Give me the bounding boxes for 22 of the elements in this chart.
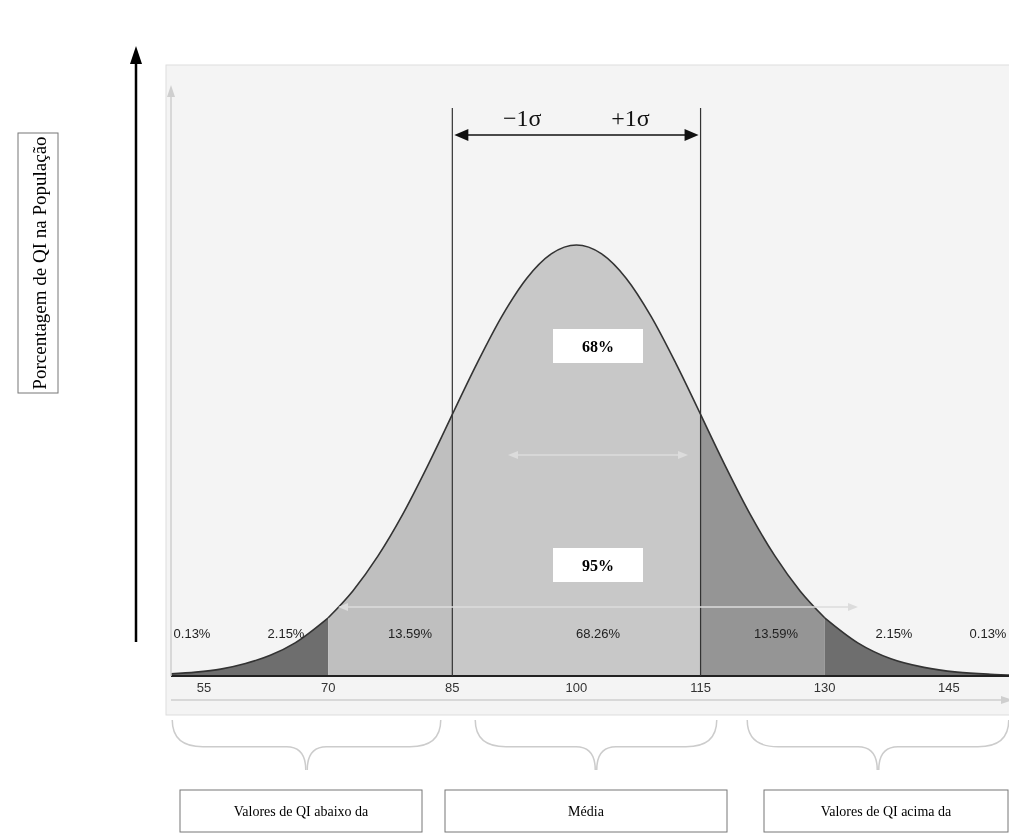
annotation: 0.13% (969, 626, 1007, 641)
annotation: 2.15% (875, 626, 913, 641)
text: Média (568, 804, 605, 819)
annotation: 13.59% (753, 626, 799, 641)
annotation: 13.59% (387, 626, 433, 641)
annotation: 0.13% (173, 626, 211, 641)
text: Valores de QI acima da (820, 804, 953, 819)
ref-line-label: −1σ (503, 105, 542, 131)
x-tick-label: 145 (937, 680, 960, 695)
x-tick-label: 115 (690, 680, 711, 695)
x-tick-label: 70 (320, 680, 336, 695)
annotation: 95% (582, 557, 614, 574)
text: Valores de QI abaixo da (233, 804, 370, 819)
x-tick-label: 130 (813, 680, 836, 695)
x-tick-label: 85 (445, 680, 460, 695)
ref-line-label: +1σ (611, 105, 650, 131)
text: Porcentagem de QI na População (29, 136, 50, 390)
annotation: 68% (582, 338, 614, 355)
annotation: 68.26% (575, 626, 621, 641)
annotation: 2.15% (267, 626, 305, 641)
x-tick-label: 55 (196, 680, 212, 695)
x-tick-label: 100 (565, 680, 588, 695)
